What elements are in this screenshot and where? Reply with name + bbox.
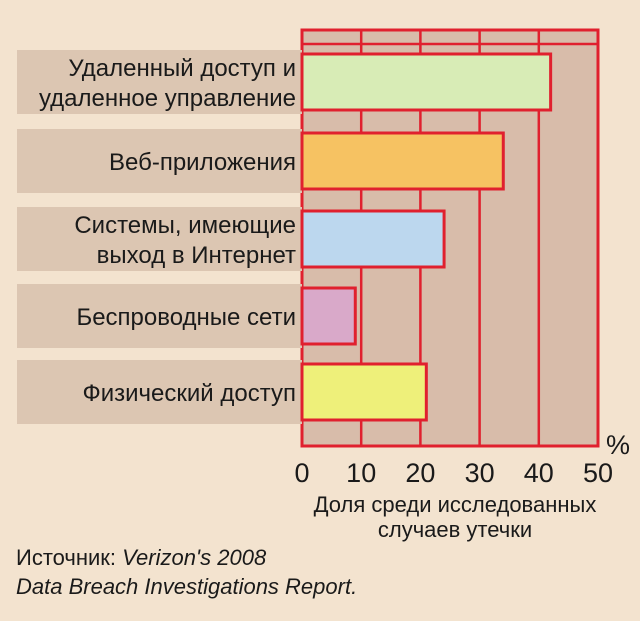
category-label-2-line-1: Веб-приложения (109, 149, 296, 176)
tick-label-10: 10 (346, 458, 376, 488)
category-band-5 (17, 360, 302, 424)
category-label-3-line-2: выход в Интернет (97, 242, 296, 269)
bar-4 (300, 286, 357, 346)
category-label-3-line-1: Системы, имеющие (74, 212, 296, 239)
source-title-line-1: Verizon's 2008 (122, 545, 267, 570)
category-label-1-line-2: удаленное управление (39, 85, 296, 112)
category-band-4 (17, 284, 302, 348)
category-label-1-line-1: Удаленный доступ и (68, 55, 296, 82)
source-prefix: Источник: (16, 545, 122, 570)
tick-label-0: 0 (294, 458, 309, 488)
source-title-line-2: Data Breach Investigations Report. (16, 574, 357, 599)
tick-label-50: 50 (583, 458, 613, 488)
category-label-5-line-1: Физический доступ (82, 380, 296, 407)
tick-label-30: 30 (465, 458, 495, 488)
unit-label: % (606, 430, 630, 460)
bar-1 (300, 52, 553, 112)
category-band-3 (17, 207, 302, 271)
category-label-4-line-1: Беспроводные сети (76, 304, 296, 331)
x-axis-title-line-2: случаев утечки (378, 517, 532, 542)
bar-3 (300, 209, 446, 269)
category-band-1 (17, 50, 302, 114)
x-axis-title-line-1: Доля среди исследованных (314, 492, 597, 517)
tick-label-20: 20 (405, 458, 435, 488)
category-band-2 (17, 129, 302, 193)
bar-5 (300, 362, 428, 422)
tick-label-40: 40 (524, 458, 554, 488)
source-line-1: Источник: Verizon's 2008 (16, 545, 267, 570)
bar-2 (300, 131, 505, 191)
